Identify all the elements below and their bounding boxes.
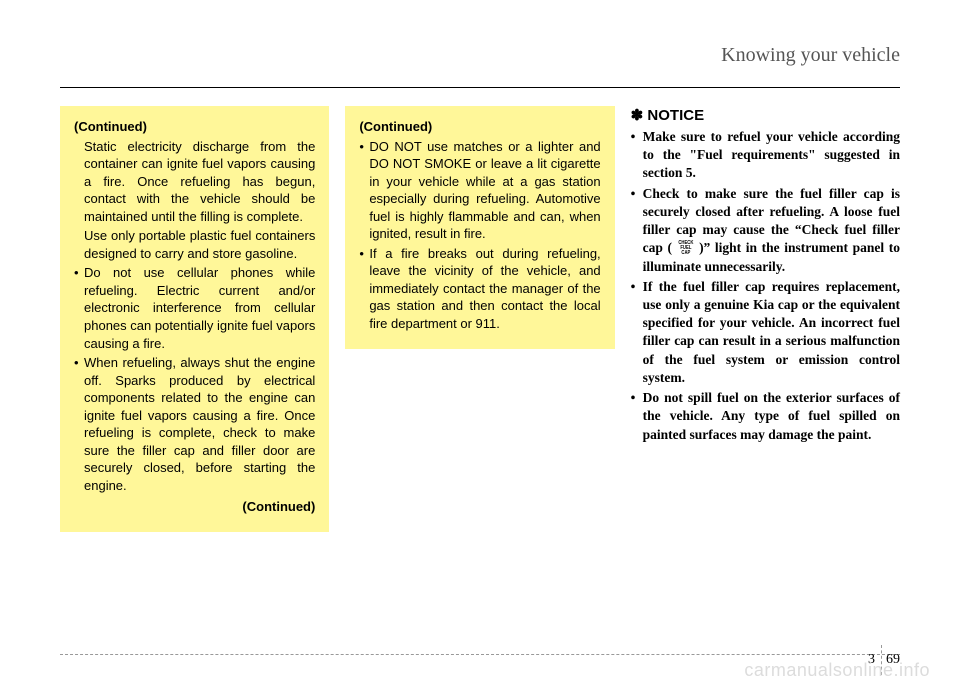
warning-bullet: If a fire breaks out during refueling, l… (359, 245, 600, 333)
column-3: NOTICE Make sure to refuel your vehicle … (631, 106, 900, 446)
continued-label-end: (Continued) (74, 498, 315, 516)
notice-heading-text: NOTICE (647, 107, 704, 124)
page-header: Knowing your vehicle (60, 40, 900, 88)
chapter-title: Knowing your vehicle (721, 44, 900, 67)
warning-bullet: Do not use cellular phones while refueli… (74, 264, 315, 352)
page-footer: 3 69 (60, 654, 900, 655)
notice-item: Make sure to refuel your vehicle accordi… (631, 128, 900, 183)
warning-text: Static electricity discharge from the co… (74, 138, 315, 226)
notice-item: If the fuel filler cap requires replacem… (631, 278, 900, 387)
continued-label: (Continued) (74, 118, 315, 136)
manual-page: Knowing your vehicle (Continued) Static … (0, 0, 960, 689)
snowflake-icon (631, 107, 648, 124)
watermark: carmanualsonline.info (744, 660, 930, 681)
notice-item: Do not spill fuel on the exterior surfac… (631, 389, 900, 444)
column-1: (Continued) Static electricity discharge… (60, 106, 329, 532)
header-rule (60, 87, 900, 88)
warning-box-2: (Continued) DO NOT use matches or a ligh… (345, 106, 614, 349)
check-fuel-cap-icon: CHECK FUEL CAP (678, 241, 693, 256)
warning-box-1: (Continued) Static electricity discharge… (60, 106, 329, 532)
notice-list: Make sure to refuel your vehicle accordi… (631, 128, 900, 444)
continued-label: (Continued) (359, 118, 600, 136)
content-columns: (Continued) Static electricity discharge… (60, 106, 900, 532)
warning-bullet: DO NOT use matches or a lighter and DO N… (359, 138, 600, 243)
notice-item: Check to make sure the fuel filler cap i… (631, 185, 900, 276)
footer-rule (60, 654, 900, 655)
warning-text: Use only portable plastic fuel container… (74, 227, 315, 262)
notice-heading: NOTICE (631, 106, 900, 124)
column-2: (Continued) DO NOT use matches or a ligh… (345, 106, 614, 349)
warning-bullet: When refueling, always shut the engine o… (74, 354, 315, 494)
